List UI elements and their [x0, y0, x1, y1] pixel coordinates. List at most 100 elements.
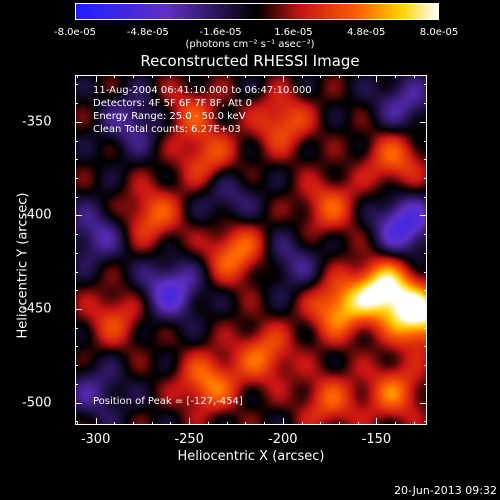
x-minor-tick — [76, 75, 78, 78]
y-tick-mark — [420, 402, 427, 404]
x-minor-tick — [339, 422, 340, 425]
x-tick-mark — [376, 75, 378, 82]
y-minor-tick — [75, 383, 78, 385]
detectors-label: Detectors: 4F 5F 6F 7F 8F, Att 0 — [93, 98, 253, 109]
y-minor-tick — [424, 177, 427, 179]
colorbar-units: (photons cm⁻² s⁻¹ asec⁻²) — [185, 39, 315, 50]
x-minor-tick — [226, 422, 228, 425]
y-tick-mark — [75, 215, 82, 217]
x-tick-mark — [189, 75, 191, 82]
x-minor-tick — [301, 75, 303, 78]
x-minor-tick — [320, 422, 322, 425]
colorbar — [75, 3, 439, 20]
x-minor-tick — [413, 422, 415, 425]
timestamp: 20-Jun-2013 09:32 — [394, 484, 497, 497]
plot-title: Reconstructed RHESSI Image — [140, 52, 360, 70]
x-tick-mark — [189, 418, 191, 425]
y-minor-tick — [424, 196, 427, 198]
x-minor-tick — [114, 422, 116, 425]
y-minor-tick — [424, 290, 427, 292]
y-minor-tick — [424, 421, 427, 423]
x-tick-label: -150 — [361, 432, 392, 447]
energy-range-label: Energy Range: 25.0 - 50.0 keV — [93, 111, 246, 122]
x-tick-mark — [95, 75, 97, 82]
y-tick-mark — [420, 215, 427, 217]
peak-position-label: Position of Peak = [-127,-454] — [93, 396, 243, 407]
y-minor-tick — [75, 196, 78, 198]
y-tick-mark — [420, 121, 427, 123]
y-tick-label: -500 — [22, 395, 52, 411]
x-tick-mark — [282, 418, 284, 425]
y-minor-tick — [75, 140, 78, 142]
x-minor-tick — [133, 422, 135, 425]
y-minor-tick — [424, 103, 427, 105]
heatmap-frame: 11-Aug-2004 06:41:10.000 to 06:47:10.000… — [75, 75, 427, 425]
y-minor-tick — [75, 346, 78, 348]
colorbar-tick-label: 4.8e-05 — [346, 27, 386, 38]
y-minor-tick — [75, 252, 78, 254]
y-tick-mark — [75, 402, 82, 404]
y-minor-tick — [424, 327, 427, 329]
x-minor-tick — [395, 75, 397, 78]
colorbar-gradient — [76, 4, 438, 19]
y-minor-tick — [75, 84, 78, 86]
y-minor-tick — [424, 365, 427, 367]
y-tick-mark — [420, 308, 427, 310]
colorbar-tick-label: -4.8e-05 — [126, 27, 169, 38]
time-range-label: 11-Aug-2004 06:41:10.000 to 06:47:10.000 — [93, 85, 312, 96]
y-minor-tick — [75, 365, 78, 367]
x-tick-label: -200 — [268, 432, 298, 447]
x-minor-tick — [207, 75, 209, 78]
y-minor-tick — [424, 159, 427, 161]
y-minor-tick — [424, 346, 427, 348]
y-tick-label: -450 — [22, 301, 52, 317]
heatmap-canvas — [76, 76, 426, 424]
x-minor-tick — [357, 75, 359, 78]
x-minor-tick — [245, 422, 247, 425]
y-minor-tick — [75, 271, 78, 273]
y-minor-tick — [424, 271, 427, 273]
y-tick-mark — [75, 308, 82, 310]
x-minor-tick — [226, 75, 228, 78]
colorbar-tick-label: 1.6e-05 — [274, 27, 313, 38]
x-minor-tick — [301, 422, 303, 425]
x-minor-tick — [207, 422, 209, 425]
y-minor-tick — [75, 177, 78, 179]
x-tick-label: -300 — [80, 432, 111, 447]
x-minor-tick — [170, 422, 172, 425]
y-axis-title: Heliocentric Y (arcsec) — [15, 192, 31, 339]
colorbar-tick-label: 8.0e-05 — [419, 27, 459, 38]
y-minor-tick — [75, 234, 78, 236]
x-tick-label: -250 — [174, 432, 204, 447]
y-minor-tick — [424, 234, 427, 236]
y-tick-label: -400 — [22, 207, 52, 223]
x-minor-tick — [395, 422, 397, 425]
x-minor-tick — [151, 422, 153, 425]
colorbar-tick-label: -1.6e-05 — [199, 27, 242, 38]
y-minor-tick — [75, 290, 78, 292]
y-minor-tick — [75, 159, 78, 161]
y-minor-tick — [75, 103, 78, 105]
x-minor-tick — [114, 75, 116, 78]
x-minor-tick — [339, 75, 340, 78]
x-minor-tick — [151, 75, 153, 78]
x-minor-tick — [133, 75, 135, 78]
y-minor-tick — [424, 252, 427, 254]
y-minor-tick — [424, 140, 427, 142]
y-tick-mark — [75, 121, 82, 123]
x-minor-tick — [413, 75, 415, 78]
colorbar-tick-label: -8.0e-05 — [54, 27, 96, 38]
x-minor-tick — [264, 75, 266, 78]
x-tick-mark — [95, 418, 97, 425]
y-minor-tick — [75, 421, 78, 423]
x-tick-mark — [376, 418, 378, 425]
x-minor-tick — [357, 422, 359, 425]
y-minor-tick — [75, 327, 78, 329]
clean-counts-label: Clean Total counts: 6.27E+03 — [93, 124, 241, 135]
x-minor-tick — [320, 75, 322, 78]
y-tick-label: -350 — [22, 114, 52, 130]
x-minor-tick — [245, 75, 247, 78]
x-minor-tick — [76, 422, 78, 425]
x-tick-mark — [282, 75, 284, 82]
x-axis-title: Heliocentric X (arcsec) — [177, 449, 325, 464]
